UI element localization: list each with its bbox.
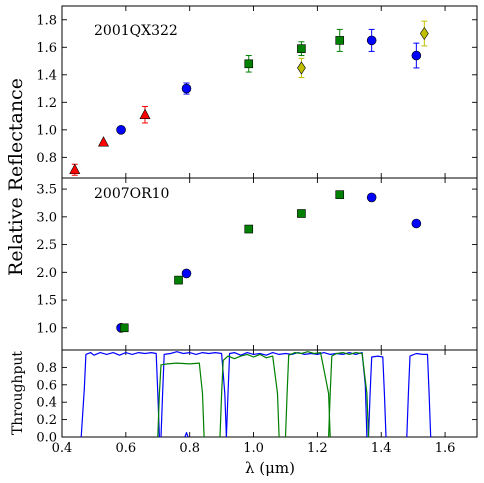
filter-throughput-curve <box>225 352 368 438</box>
filter-throughput-curve <box>328 352 370 438</box>
filter-throughput-curve <box>367 355 387 438</box>
x-axis-title: λ (μm) <box>245 459 295 477</box>
filter-throughput-curve <box>219 353 280 438</box>
y-axis-title-reflectance: Relative Reflectance <box>5 78 27 276</box>
y-tick-label: 1.0 <box>36 123 57 138</box>
data-point-triangle <box>69 163 81 175</box>
y-tick-label: 0.6 <box>36 378 57 393</box>
data-point-circle <box>411 218 422 229</box>
data-point-triangle <box>98 136 109 147</box>
panel-2007or10: 2007OR10 1.0 1.5 2.0 2.5 3.0 3.5 <box>36 177 478 351</box>
filter-throughput-curve <box>160 351 227 438</box>
filter-throughput-curve <box>284 351 331 438</box>
data-point-circle <box>181 268 192 279</box>
filter-throughput-curve <box>157 362 205 438</box>
data-point-diamond <box>297 61 306 75</box>
data-point-square <box>174 275 183 285</box>
x-tick-label: 1.4 <box>371 441 392 456</box>
x-tick-label: 1.2 <box>307 441 328 456</box>
panel-throughput: 0.0 0.2 0.4 0.6 0.8 0.4 0.6 0.8 1.0 1.2 1.4 1.6 <box>36 349 478 456</box>
panel-label-2007or10: 2007OR10 <box>94 186 169 202</box>
x-tick-label: 1.6 <box>435 441 456 456</box>
y-tick-label: 2.0 <box>36 266 57 281</box>
data-point-circle <box>181 83 192 94</box>
y-tick-label: 0.8 <box>36 151 57 166</box>
y-tick-label: 0.4 <box>36 396 57 411</box>
data-point-circle <box>366 35 377 46</box>
data-point-square <box>119 323 129 333</box>
x-tick-label: 0.4 <box>52 441 73 456</box>
panel-2001qx322: 2001QX322 0.8 1.0 1.2 1.4 1.6 1.8 <box>36 5 478 179</box>
y-tick-label: 1.5 <box>36 294 57 309</box>
y-tick-label: 1.6 <box>36 41 57 56</box>
x-tick-label: 0.8 <box>179 441 200 456</box>
panel-label-2001qx322: 2001QX322 <box>94 23 178 39</box>
data-point-circle <box>116 125 126 135</box>
data-point-triangle <box>139 108 151 120</box>
data-point-circle <box>411 50 422 61</box>
y-tick-label: 1.0 <box>36 321 57 336</box>
y-tick-label: 0.0 <box>36 431 57 446</box>
plot-frame <box>61 349 478 438</box>
y-tick-label: 1.8 <box>36 13 57 28</box>
data-point-square <box>297 209 306 218</box>
data-point-circle <box>366 192 377 203</box>
y-tick-label: 0.2 <box>36 413 57 428</box>
data-point-square <box>335 190 345 199</box>
data-point-square <box>335 36 345 45</box>
filter-throughput-curve <box>406 352 432 438</box>
y-axis-title-throughput: Throughput <box>10 351 26 435</box>
x-tick-label: 0.6 <box>116 441 137 456</box>
y-tick-label: 1.4 <box>36 68 57 83</box>
y-tick-label: 3.0 <box>36 210 57 225</box>
filter-throughput-curve <box>80 352 160 438</box>
data-point-square <box>244 224 254 234</box>
y-tick-label: 1.2 <box>36 96 57 111</box>
data-point-square <box>244 59 254 69</box>
data-point-square <box>297 44 306 53</box>
y-tick-label: 3.5 <box>36 183 57 198</box>
y-tick-label: 0.8 <box>36 361 57 376</box>
data-point-diamond <box>419 26 429 41</box>
y-tick-label: 2.5 <box>36 238 57 253</box>
x-tick-label: 1.0 <box>243 441 264 456</box>
filter-throughput-curve <box>184 432 189 438</box>
